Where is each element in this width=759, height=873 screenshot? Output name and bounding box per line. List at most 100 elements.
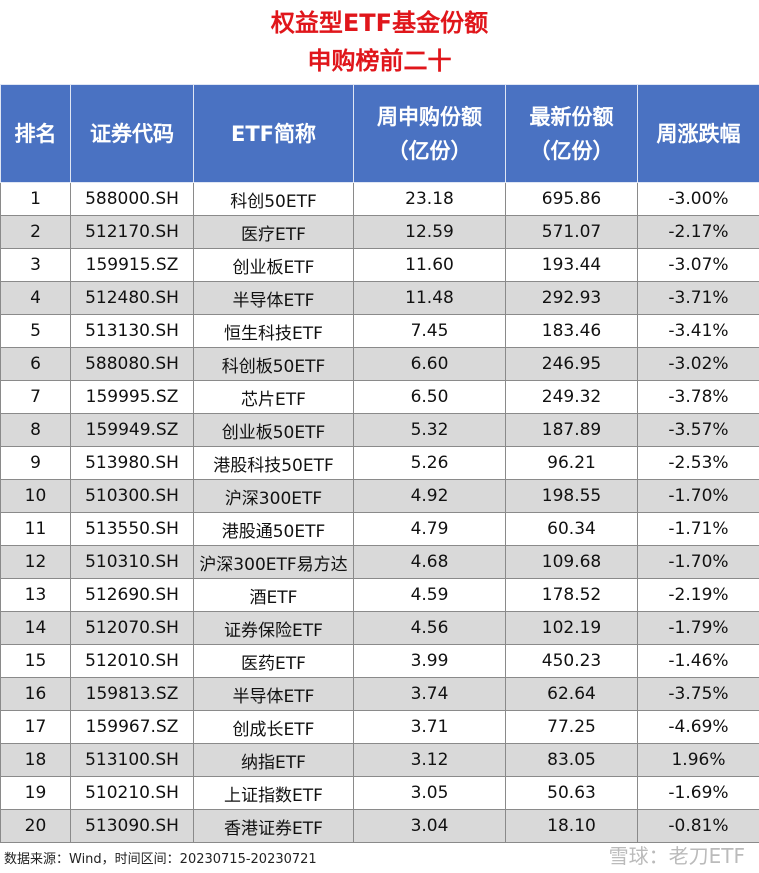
table-row: 5 513130.SH 恒生科技ETF 7.45 183.46 -3.41% xyxy=(0,314,759,348)
table-cell: 5.26 xyxy=(353,446,506,480)
table-cell: -3.57% xyxy=(637,413,759,447)
table-cell: 193.44 xyxy=(505,248,638,282)
table-cell: 科创50ETF xyxy=(193,182,354,216)
table-row: 12 510310.SH 沪深300ETF易方达 4.68 109.68 -1.70% xyxy=(0,545,759,579)
table-cell: 513980.SH xyxy=(70,446,194,480)
table-row: 8 159949.SZ 创业板50ETF 5.32 187.89 -3.57% xyxy=(0,413,759,447)
table-cell: 588000.SH xyxy=(70,182,194,216)
table-cell: -2.17% xyxy=(637,215,759,249)
table-cell: 695.86 xyxy=(505,182,638,216)
table-row: 15 512010.SH 医药ETF 3.99 450.23 -1.46% xyxy=(0,644,759,678)
table-cell: 1.96% xyxy=(637,743,759,777)
column-header: 周涨跌幅 xyxy=(637,84,759,183)
table-cell: 3.74 xyxy=(353,677,506,711)
table-cell: 12.59 xyxy=(353,215,506,249)
table-cell: 4.79 xyxy=(353,512,506,546)
column-header: 排名 xyxy=(0,84,71,183)
table-cell: 4 xyxy=(0,281,71,315)
table-cell: 芯片ETF xyxy=(193,380,354,414)
table-cell: 半导体ETF xyxy=(193,281,354,315)
table-cell: 159967.SZ xyxy=(70,710,194,744)
table-row: 18 513100.SH 纳指ETF 3.12 83.05 1.96% xyxy=(0,743,759,777)
table-cell: -3.75% xyxy=(637,677,759,711)
header-line: 证券代码 xyxy=(90,121,174,146)
table-cell: 9 xyxy=(0,446,71,480)
table-cell: 7.45 xyxy=(353,314,506,348)
table-cell: 医疗ETF xyxy=(193,215,354,249)
table-cell: 4.59 xyxy=(353,578,506,612)
table-cell: 83.05 xyxy=(505,743,638,777)
table-cell: 249.32 xyxy=(505,380,638,414)
table-cell: 沪深300ETF易方达 xyxy=(193,545,354,579)
column-header: 证券代码 xyxy=(70,84,194,183)
header-line: （亿份） xyxy=(529,138,614,163)
table-cell: 3 xyxy=(0,248,71,282)
table-row: 7 159995.SZ 芯片ETF 6.50 249.32 -3.78% xyxy=(0,380,759,414)
table-cell: 4.56 xyxy=(353,611,506,645)
table-cell: 510310.SH xyxy=(70,545,194,579)
table-cell: 13 xyxy=(0,578,71,612)
table-row: 19 510210.SH 上证指数ETF 3.05 50.63 -1.69% xyxy=(0,776,759,810)
table-cell: 3.99 xyxy=(353,644,506,678)
header-line: 周涨跌幅 xyxy=(656,121,741,146)
header-line: 周申购份额 xyxy=(377,104,482,129)
table-row: 11 513550.SH 港股通50ETF 4.79 60.34 -1.71% xyxy=(0,512,759,546)
table-cell: 292.93 xyxy=(505,281,638,315)
table-cell: 7 xyxy=(0,380,71,414)
table-cell: 1 xyxy=(0,182,71,216)
table-cell: 62.64 xyxy=(505,677,638,711)
table-cell: 159995.SZ xyxy=(70,380,194,414)
table-cell: 450.23 xyxy=(505,644,638,678)
table-cell: 14 xyxy=(0,611,71,645)
table-cell: 96.21 xyxy=(505,446,638,480)
table-cell: 183.46 xyxy=(505,314,638,348)
table-cell: 4.92 xyxy=(353,479,506,513)
etf-table: 排名 证券代码 ETF简称 周申购份额 （亿份） 最新份额 （亿份） 周涨跌幅 1 588000… xyxy=(0,84,759,843)
header-line: 最新份额 xyxy=(529,104,614,129)
table-cell: 港股通50ETF xyxy=(193,512,354,546)
table-cell: 3.12 xyxy=(353,743,506,777)
table-cell: -3.00% xyxy=(637,182,759,216)
title: 权益型ETF基金份额 xyxy=(270,9,489,37)
table-cell: 588080.SH xyxy=(70,347,194,381)
table-cell: 15 xyxy=(0,644,71,678)
table-cell: -1.79% xyxy=(637,611,759,645)
table-cell: 酒ETF xyxy=(193,578,354,612)
table-cell: 102.19 xyxy=(505,611,638,645)
table-cell: -3.78% xyxy=(637,380,759,414)
table-cell: -2.19% xyxy=(637,578,759,612)
table-cell: 港股科技50ETF xyxy=(193,446,354,480)
table-cell: 512480.SH xyxy=(70,281,194,315)
header-line: 排名 xyxy=(14,121,57,146)
table-cell: 512170.SH xyxy=(70,215,194,249)
table-cell: 159813.SZ xyxy=(70,677,194,711)
table-cell: 创业板ETF xyxy=(193,248,354,282)
table-cell: 50.63 xyxy=(505,776,638,810)
table-cell: -4.69% xyxy=(637,710,759,744)
table-row: 13 512690.SH 酒ETF 4.59 178.52 -2.19% xyxy=(0,578,759,612)
table-row: 10 510300.SH 沪深300ETF 4.92 198.55 -1.70% xyxy=(0,479,759,513)
table-cell: 10 xyxy=(0,479,71,513)
column-header: 最新份额 （亿份） xyxy=(505,84,638,183)
table-cell: 医药ETF xyxy=(193,644,354,678)
table-cell: 178.52 xyxy=(505,578,638,612)
table-row: 2 512170.SH 医疗ETF 12.59 571.07 -2.17% xyxy=(0,215,759,249)
header-line: ETF简称 xyxy=(230,121,316,146)
table-cell: 109.68 xyxy=(505,545,638,579)
table-cell: 159949.SZ xyxy=(70,413,194,447)
table-cell: 510300.SH xyxy=(70,479,194,513)
table-cell: 8 xyxy=(0,413,71,447)
subtitle: 申购榜前二十 xyxy=(307,47,452,75)
source-note: 数据来源：Wind，时间区间：20230715-20230721 xyxy=(4,852,317,867)
table-cell: 6.50 xyxy=(353,380,506,414)
table-row: 14 512070.SH 证券保险ETF 4.56 102.19 -1.79% xyxy=(0,611,759,645)
table-cell: 3.04 xyxy=(353,809,506,843)
table-cell: 513100.SH xyxy=(70,743,194,777)
table-cell: 纳指ETF xyxy=(193,743,354,777)
table-cell: 半导体ETF xyxy=(193,677,354,711)
table-row: 6 588080.SH 科创板50ETF 6.60 246.95 -3.02% xyxy=(0,347,759,381)
table-cell: 512070.SH xyxy=(70,611,194,645)
table-cell: 198.55 xyxy=(505,479,638,513)
table-cell: 513090.SH xyxy=(70,809,194,843)
